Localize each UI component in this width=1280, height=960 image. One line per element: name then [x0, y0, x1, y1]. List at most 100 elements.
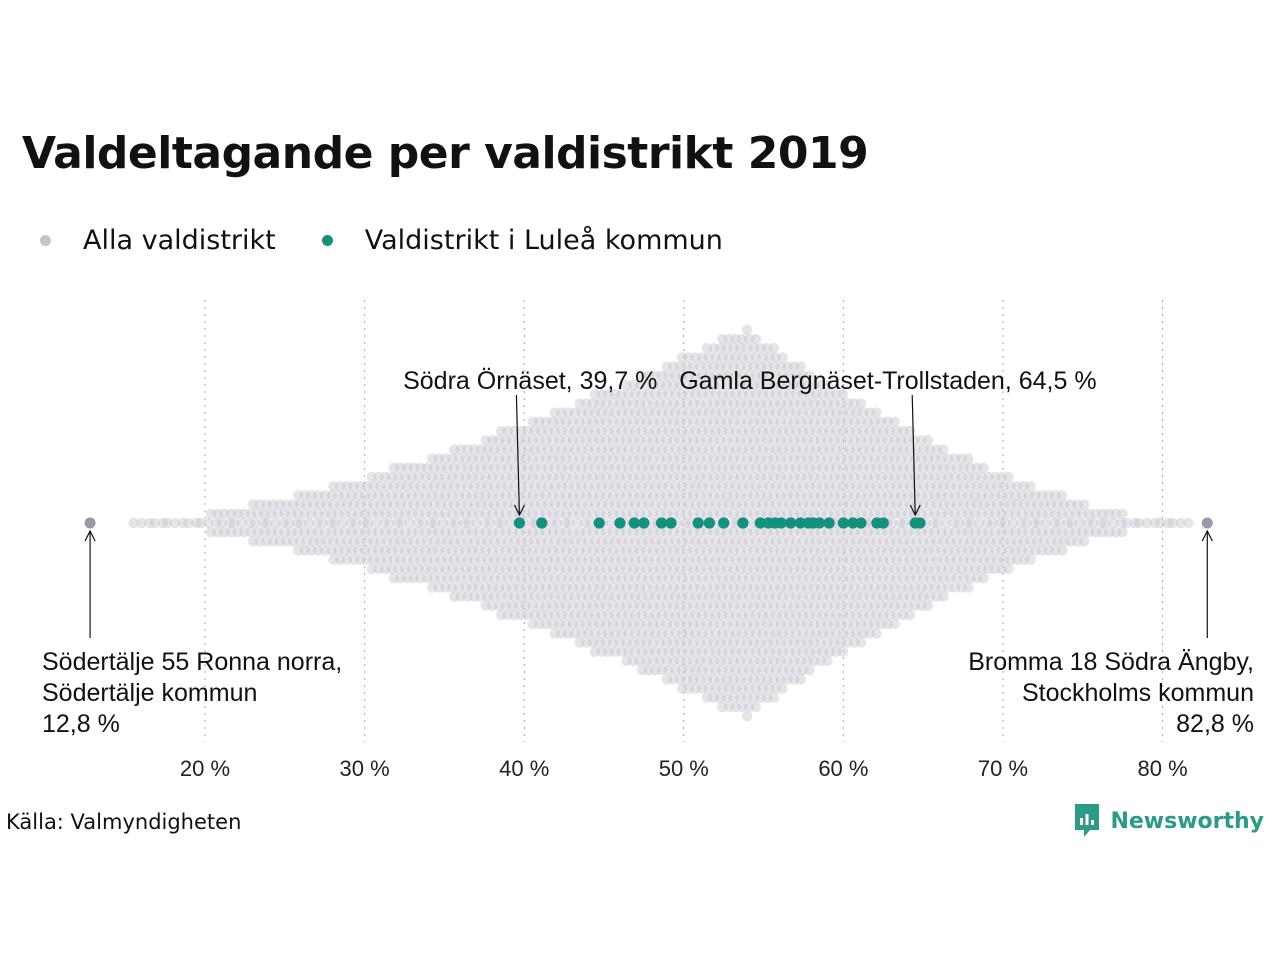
data-point-all	[529, 591, 540, 602]
data-point-all	[487, 490, 498, 501]
data-point-all	[922, 600, 934, 611]
data-point-all	[837, 536, 849, 547]
data-point-all	[695, 471, 706, 483]
data-point-all	[453, 582, 465, 593]
data-point-all	[831, 481, 842, 492]
data-point-all	[473, 508, 485, 519]
data-point-all	[663, 407, 674, 418]
data-point-all	[663, 665, 674, 676]
data-point-all	[715, 545, 726, 556]
data-point-all	[596, 481, 607, 492]
data-point-all	[775, 453, 786, 464]
data-point-all	[822, 416, 833, 427]
data-point-all	[804, 425, 815, 437]
data-point-all	[804, 628, 815, 639]
data-point-all	[589, 646, 601, 657]
data-point-all	[884, 462, 896, 473]
data-point-all	[420, 508, 431, 519]
x-axis-ticks: 20 % 30 % 40 % 50 % 60 % 70 % 80 %	[180, 756, 1188, 781]
data-point-lulea	[877, 517, 889, 529]
data-point-all	[755, 453, 766, 464]
data-point-all	[762, 545, 773, 556]
data-point-all	[574, 416, 585, 427]
data-point-all	[400, 471, 411, 483]
data-point-all	[536, 573, 547, 584]
data-point-all	[889, 416, 900, 427]
data-point-all	[877, 425, 889, 437]
data-point-all	[581, 471, 592, 483]
data-point-all	[797, 481, 808, 492]
data-point-all	[406, 563, 418, 575]
data-point-all	[462, 573, 473, 584]
data-point-all	[728, 453, 739, 464]
data-point-all	[1058, 536, 1070, 547]
data-point-all	[708, 600, 719, 611]
data-point-all	[1083, 508, 1095, 519]
data-point-all	[730, 444, 741, 455]
data-point-all	[918, 536, 929, 547]
data-point-all	[808, 435, 820, 446]
data-point-all	[487, 600, 498, 611]
data-point-all	[1129, 517, 1140, 529]
data-point-all	[402, 481, 413, 492]
data-point-all	[743, 462, 755, 473]
data-point-all	[634, 379, 646, 391]
data-point-all	[721, 379, 733, 391]
data-point-all	[455, 499, 467, 510]
data-point-all	[864, 554, 875, 565]
data-point-all	[473, 563, 485, 575]
data-point-all	[609, 573, 621, 584]
data-point-all	[676, 609, 688, 621]
data-point-all	[567, 453, 579, 464]
data-point-all	[743, 407, 755, 418]
data-point-all	[777, 499, 788, 510]
data-point-all	[216, 517, 228, 529]
data-point-all	[849, 508, 860, 519]
data-point-all	[549, 573, 560, 584]
data-point-all	[896, 508, 907, 519]
data-point-all	[417, 517, 429, 529]
data-point-all	[509, 609, 520, 621]
data-point-all	[951, 499, 963, 510]
data-point-all	[971, 499, 983, 510]
data-point-all	[495, 481, 507, 492]
data-point-all	[768, 453, 780, 464]
data-point-all	[688, 655, 699, 667]
data-point-all	[877, 481, 889, 492]
data-point-all	[741, 655, 753, 667]
data-point-all	[549, 591, 560, 602]
data-point-all	[755, 692, 766, 703]
data-point-all	[842, 527, 853, 538]
data-point-all	[790, 425, 802, 437]
data-point-all	[735, 379, 746, 391]
data-point-all	[668, 361, 679, 372]
data-point-all	[797, 628, 808, 639]
data-point-all	[278, 517, 289, 529]
data-point-all	[515, 536, 527, 547]
data-point-all	[688, 490, 699, 501]
data-point-all	[757, 370, 768, 381]
data-point-all	[688, 471, 699, 483]
data-point-all	[596, 554, 607, 565]
data-point-all	[1015, 517, 1026, 529]
data-point-all	[433, 508, 445, 519]
data-point-all	[882, 453, 894, 464]
data-point-all	[862, 600, 874, 611]
data-point-all	[804, 591, 815, 602]
data-point-all	[562, 554, 574, 565]
data-point-all	[574, 600, 585, 611]
data-point-all	[750, 646, 761, 657]
data-point-all	[169, 517, 181, 529]
data-point-all	[616, 554, 627, 565]
data-point-all	[777, 554, 788, 565]
data-point-all	[536, 444, 547, 455]
data-point-all	[668, 637, 679, 648]
data-point-all	[790, 407, 802, 418]
data-point-all	[889, 563, 900, 575]
data-point-all	[777, 389, 788, 400]
data-point-all	[735, 600, 746, 611]
data-point-all	[902, 545, 914, 556]
data-point-all	[467, 471, 478, 483]
data-point-all	[969, 545, 981, 556]
source-note: Källa: Valmyndigheten	[6, 810, 242, 834]
